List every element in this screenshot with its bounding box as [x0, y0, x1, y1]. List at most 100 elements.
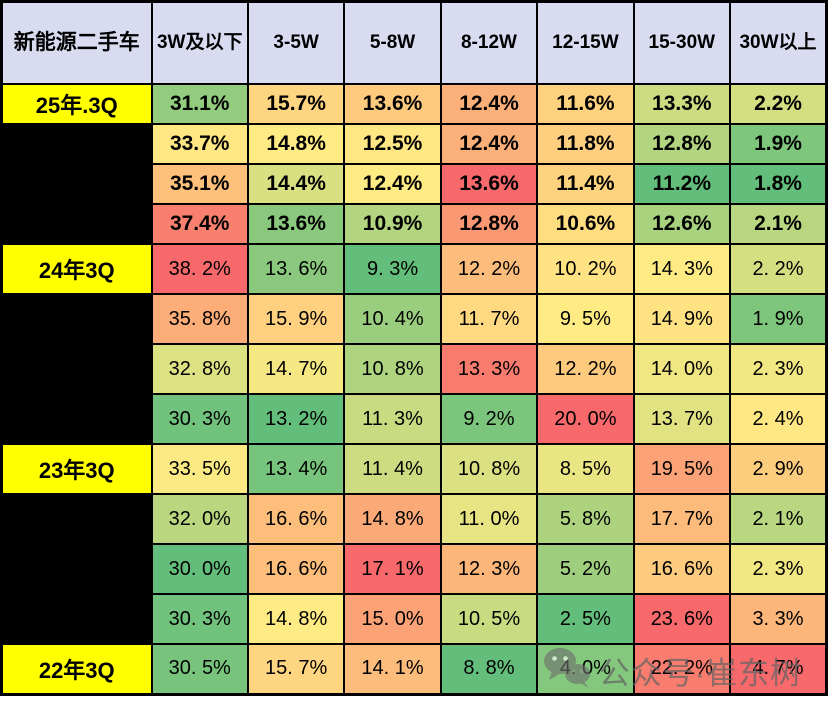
heatmap-cell: 10. 2%: [536, 243, 635, 295]
column-header-cell: 15-30W: [632, 0, 732, 85]
table-row: 23年3Q 33. 5% 13. 4% 11. 4% 10. 8% 8. 5% 19. 5%…: [0, 443, 828, 495]
heatmap-cell: 15. 7%: [246, 643, 346, 695]
heatmap-cell: 16. 6%: [246, 543, 346, 595]
heatmap-cell: 12. 2%: [536, 343, 635, 395]
heatmap-cell: 38. 2%: [150, 243, 249, 295]
corner-header-cell: 新能源二手车: [0, 0, 153, 85]
table-row: 37.4% 13.6% 10.9% 12.8% 10.6% 12.6% 2.1%: [0, 203, 828, 245]
heatmap-cell: 1. 9%: [729, 293, 828, 345]
redacted-row-label-cell: [0, 163, 153, 205]
heatmap-cell: 35. 8%: [150, 293, 249, 345]
heatmap-cell: 37.4%: [150, 203, 249, 245]
heatmap-cell: 10. 5%: [439, 593, 539, 645]
table-header-row: 新能源二手车 3W及以下 3-5W 5-8W 8-12W 12-15W 15-30W 30W…: [0, 0, 828, 85]
heatmap-cell: 8. 8%: [439, 643, 539, 695]
heatmap-cell: 10. 8%: [439, 443, 539, 495]
heatmap-cell: 35.1%: [150, 163, 249, 205]
redacted-row-label-cell: [0, 393, 153, 445]
heatmap-cell: 22. 2%: [632, 643, 732, 695]
heatmap-cell: 10. 4%: [343, 293, 442, 345]
column-header-cell: 12-15W: [536, 0, 635, 85]
heatmap-cell: 4. 0%: [536, 643, 635, 695]
column-header-cell: 3W及以下: [150, 0, 249, 85]
heatmap-cell: 30. 5%: [150, 643, 249, 695]
heatmap-cell: 9. 5%: [536, 293, 635, 345]
heatmap-cell: 9. 2%: [439, 393, 539, 445]
table-row: 30. 3% 14. 8% 15. 0% 10. 5% 2. 5% 23. 6% 3. 3%: [0, 593, 828, 645]
heatmap-cell: 13. 2%: [246, 393, 346, 445]
heatmap-cell: 13.6%: [343, 83, 442, 125]
heatmap-cell: 12.8%: [439, 203, 539, 245]
heatmap-cell: 15.7%: [246, 83, 346, 125]
heatmap-cell: 15. 9%: [246, 293, 346, 345]
heatmap-cell: 5. 8%: [536, 493, 635, 545]
heatmap-cell: 2. 5%: [536, 593, 635, 645]
heatmap-cell: 14.8%: [246, 123, 346, 165]
row-label-cell: 22年3Q: [0, 643, 153, 695]
heatmap-cell: 11. 3%: [343, 393, 442, 445]
row-label-cell: 25年.3Q: [0, 83, 153, 125]
heatmap-cell: 14. 9%: [632, 293, 732, 345]
heatmap-cell: 13.6%: [439, 163, 539, 205]
heatmap-cell: 12. 2%: [439, 243, 539, 295]
heatmap-cell: 9. 3%: [343, 243, 442, 295]
heatmap-cell: 2. 2%: [729, 243, 828, 295]
column-header-cell: 8-12W: [439, 0, 539, 85]
heatmap-cell: 16. 6%: [632, 543, 732, 595]
table-row: 30. 0% 16. 6% 17. 1% 12. 3% 5. 2% 16. 6% 2. 3%: [0, 543, 828, 595]
table-row: 25年.3Q 31.1% 15.7% 13.6% 12.4% 11.6% 13.3% 2.2%: [0, 83, 828, 125]
heatmap-cell: 10.9%: [343, 203, 442, 245]
heatmap-cell: 11.6%: [536, 83, 635, 125]
redacted-row-label-cell: [0, 123, 153, 165]
column-header-cell: 5-8W: [343, 0, 442, 85]
row-label-cell: 24年3Q: [0, 243, 153, 295]
heatmap-cell: 32. 8%: [150, 343, 249, 395]
heatmap-cell: 14. 8%: [343, 493, 442, 545]
heatmap-cell: 13. 7%: [632, 393, 732, 445]
table-row: 35.1% 14.4% 12.4% 13.6% 11.4% 11.2% 1.8%: [0, 163, 828, 205]
heatmap-cell: 12.4%: [343, 163, 442, 205]
heatmap-cell: 2.2%: [729, 83, 828, 125]
heatmap-cell: 15. 0%: [343, 593, 442, 645]
redacted-row-label-cell: [0, 293, 153, 345]
heatmap-cell: 1.8%: [729, 163, 828, 205]
heatmap-cell: 14. 7%: [246, 343, 346, 395]
heatmap-cell: 11.2%: [632, 163, 732, 205]
heatmap-cell: 2. 1%: [729, 493, 828, 545]
heatmap-cell: 13.6%: [246, 203, 346, 245]
heatmap-cell: 23. 6%: [632, 593, 732, 645]
heatmap-cell: 13. 3%: [439, 343, 539, 395]
table-row: 22年3Q 30. 5% 15. 7% 14. 1% 8. 8% 4. 0% 22. 2% 4…: [0, 643, 828, 695]
row-label-cell: 23年3Q: [0, 443, 153, 495]
heatmap-cell: 12. 3%: [439, 543, 539, 595]
heatmap-cell: 13. 4%: [246, 443, 346, 495]
heatmap-cell: 33. 5%: [150, 443, 249, 495]
heatmap-cell: 13.3%: [632, 83, 732, 125]
heatmap-cell: 17. 7%: [632, 493, 732, 545]
heatmap-cell: 14. 8%: [246, 593, 346, 645]
heatmap-cell: 14.4%: [246, 163, 346, 205]
table-row: 32. 0% 16. 6% 14. 8% 11. 0% 5. 8% 17. 7% 2. 1%: [0, 493, 828, 545]
redacted-row-label-cell: [0, 203, 153, 245]
heatmap-cell: 2. 3%: [729, 343, 828, 395]
heatmap-cell: 12.5%: [343, 123, 442, 165]
table-row: 24年3Q 38. 2% 13. 6% 9. 3% 12. 2% 10. 2% 14. 3%…: [0, 243, 828, 295]
heatmap-cell: 17. 1%: [343, 543, 442, 595]
heatmap-cell: 13. 6%: [246, 243, 346, 295]
heatmap-cell: 16. 6%: [246, 493, 346, 545]
heatmap-cell: 10. 8%: [343, 343, 442, 395]
heatmap-cell: 2.1%: [729, 203, 828, 245]
heatmap-cell: 11.8%: [536, 123, 635, 165]
heatmap-cell: 12.6%: [632, 203, 732, 245]
heatmap-cell: 33.7%: [150, 123, 249, 165]
heatmap-cell: 31.1%: [150, 83, 249, 125]
heatmap-cell: 14. 3%: [632, 243, 732, 295]
heatmap-cell: 12.8%: [632, 123, 732, 165]
redacted-row-label-cell: [0, 593, 153, 645]
table-row: 30. 3% 13. 2% 11. 3% 9. 2% 20. 0% 13. 7% 2. 4%: [0, 393, 828, 445]
heatmap-cell: 11. 0%: [439, 493, 539, 545]
heatmap-cell: 12.4%: [439, 83, 539, 125]
heatmap-cell: 2. 3%: [729, 543, 828, 595]
